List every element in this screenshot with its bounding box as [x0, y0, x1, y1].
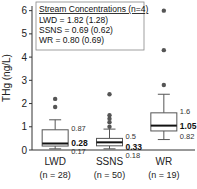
outlier — [53, 105, 57, 109]
outlier — [162, 83, 166, 87]
box — [97, 138, 123, 145]
whisker-cap — [104, 148, 116, 149]
upper-whisker — [163, 94, 164, 113]
y-tick-label: 3 — [21, 75, 27, 86]
q1-label: 0.82 — [180, 132, 195, 141]
median — [97, 141, 123, 143]
y-tick — [29, 80, 32, 81]
y-tick — [29, 10, 32, 11]
n-label: (n = 19) — [148, 170, 179, 180]
y-tick-label: 0 — [21, 145, 27, 156]
y-tick-label: 5 — [21, 28, 27, 39]
category-label: LWD — [44, 156, 65, 167]
outlier — [107, 92, 111, 96]
whisker-cap — [158, 94, 170, 95]
y-tick-label: 2 — [21, 98, 27, 109]
annotation-title: Stream Concentrations (n=4) — [39, 4, 149, 14]
n-label: (n = 50) — [94, 170, 125, 180]
q3-label: 0.87 — [71, 124, 86, 133]
median — [42, 142, 68, 144]
y-tick-label: 1 — [21, 121, 27, 132]
y-tick — [29, 126, 32, 127]
y-axis-label: THg (ng/L) — [1, 54, 12, 102]
whisker-cap — [49, 148, 61, 149]
y-tick — [29, 103, 32, 104]
annotation-line: WR = 0.80 (0.69) — [39, 35, 104, 45]
y-tick — [29, 33, 32, 34]
annotation-line: SSNS = 0.69 (0.62) — [39, 25, 113, 35]
q1-label: 0.18 — [126, 151, 141, 160]
whisker-cap — [158, 139, 170, 140]
whisker-cap — [49, 119, 61, 120]
box — [151, 113, 177, 131]
upper-whisker — [109, 129, 110, 138]
y-tick-label: 4 — [21, 52, 27, 63]
y-tick — [29, 57, 32, 58]
x-axis — [32, 150, 195, 151]
median-label: 1.05 — [180, 121, 197, 131]
n-label: (n = 28) — [40, 170, 71, 180]
box — [42, 130, 68, 146]
outlier — [162, 48, 166, 52]
lower-whisker — [163, 131, 164, 140]
outlier — [162, 8, 166, 12]
outlier — [107, 125, 111, 129]
outlier — [107, 113, 111, 117]
upper-whisker — [55, 120, 56, 130]
outlier — [53, 97, 57, 101]
y-tick-label: 6 — [21, 5, 27, 16]
q3-label: 1.6 — [180, 107, 190, 116]
y-axis — [32, 6, 33, 150]
y-tick — [29, 150, 32, 151]
category-label: WR — [155, 156, 172, 167]
annotation-line: LWD = 1.82 (1.28) — [39, 15, 108, 25]
q3-label: 0.5 — [126, 132, 136, 141]
category-label: SSNS — [96, 156, 124, 167]
q1-label: 0.17 — [71, 147, 86, 156]
median — [151, 125, 177, 127]
chart: 0123456THg (ng/L)0.870.280.17LWD(n = 28)… — [0, 0, 197, 189]
